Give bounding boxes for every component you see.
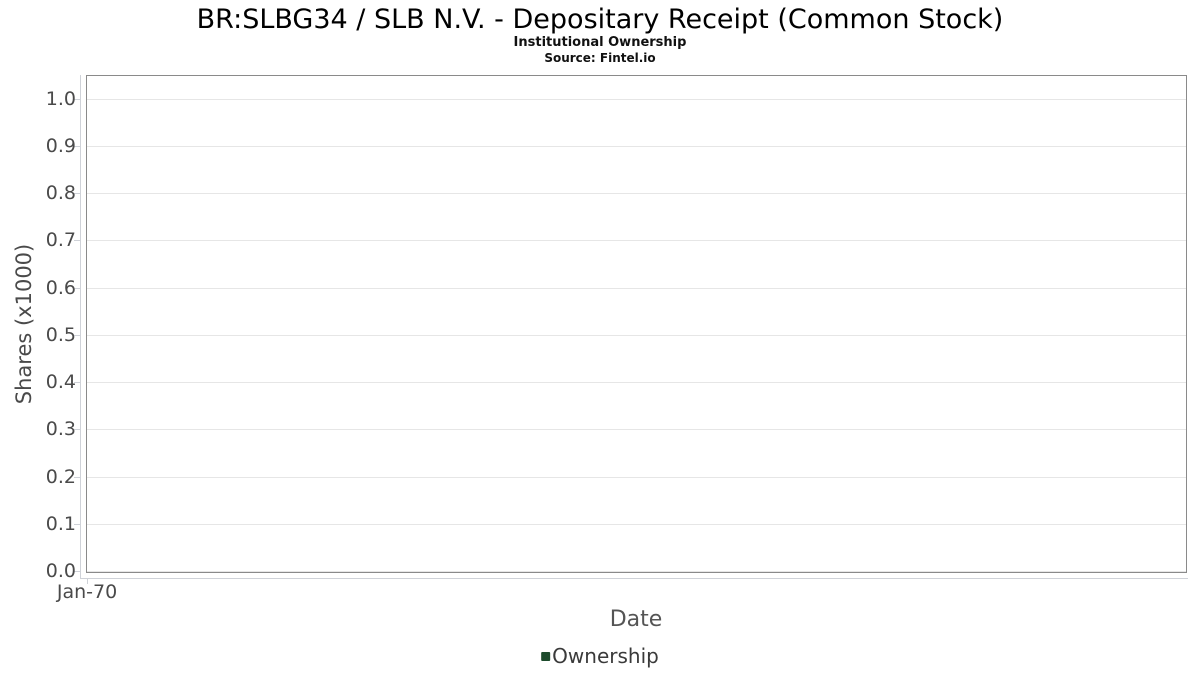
- y-axis-tick-label: 0.8: [45, 182, 76, 204]
- y-axis-tick: [74, 146, 80, 147]
- y-axis-line: [80, 75, 81, 579]
- y-axis-tick-label: 0.0: [45, 560, 76, 582]
- gridline: [87, 571, 1186, 572]
- x-axis-tick-label: Jan-70: [56, 581, 118, 603]
- chart-subtitle: Institutional Ownership: [513, 35, 687, 50]
- y-axis-tick: [74, 571, 80, 572]
- y-axis-tick: [74, 429, 80, 430]
- y-axis-tick: [74, 99, 80, 100]
- y-axis-tick: [74, 193, 80, 194]
- gridline: [87, 99, 1186, 100]
- y-axis-tick-label: 0.4: [45, 371, 76, 393]
- y-axis-tick: [74, 382, 80, 383]
- gridline: [87, 146, 1186, 147]
- y-axis-tick-label: 1.0: [45, 88, 76, 110]
- gridline: [87, 429, 1186, 430]
- gridline: [87, 335, 1186, 336]
- gridline: [87, 524, 1186, 525]
- y-axis-tick-label: 0.3: [45, 418, 76, 440]
- legend-label: Ownership: [552, 644, 659, 668]
- gridline: [87, 288, 1186, 289]
- y-axis-tick: [74, 240, 80, 241]
- y-axis-tick-label: 0.6: [45, 277, 76, 299]
- chart-title: BR:SLBG34 / SLB N.V. - Depositary Receip…: [196, 4, 1004, 35]
- y-axis-tick: [74, 288, 80, 289]
- gridline: [87, 477, 1186, 478]
- x-axis-tick: [87, 579, 88, 584]
- chart-source: Source: Fintel.io: [544, 51, 656, 65]
- y-axis-tick-label: 0.2: [45, 466, 76, 488]
- legend-item-ownership[interactable]: Ownership: [541, 644, 659, 668]
- y-axis-tick-label: 0.9: [45, 135, 76, 157]
- x-axis-title: Date: [609, 607, 663, 632]
- plot-area: [86, 75, 1187, 573]
- ownership-series-swatch-icon: [541, 651, 551, 661]
- gridline: [87, 240, 1186, 241]
- x-axis-line: [80, 578, 1188, 579]
- gridline: [87, 193, 1186, 194]
- gridline: [87, 382, 1186, 383]
- y-axis-tick: [74, 477, 80, 478]
- y-axis-tick: [74, 524, 80, 525]
- y-axis-tick-label: 0.5: [45, 324, 76, 346]
- y-axis-tick: [74, 335, 80, 336]
- y-axis-tick-label: 0.7: [45, 229, 76, 251]
- y-axis-tick-label: 0.1: [45, 513, 76, 535]
